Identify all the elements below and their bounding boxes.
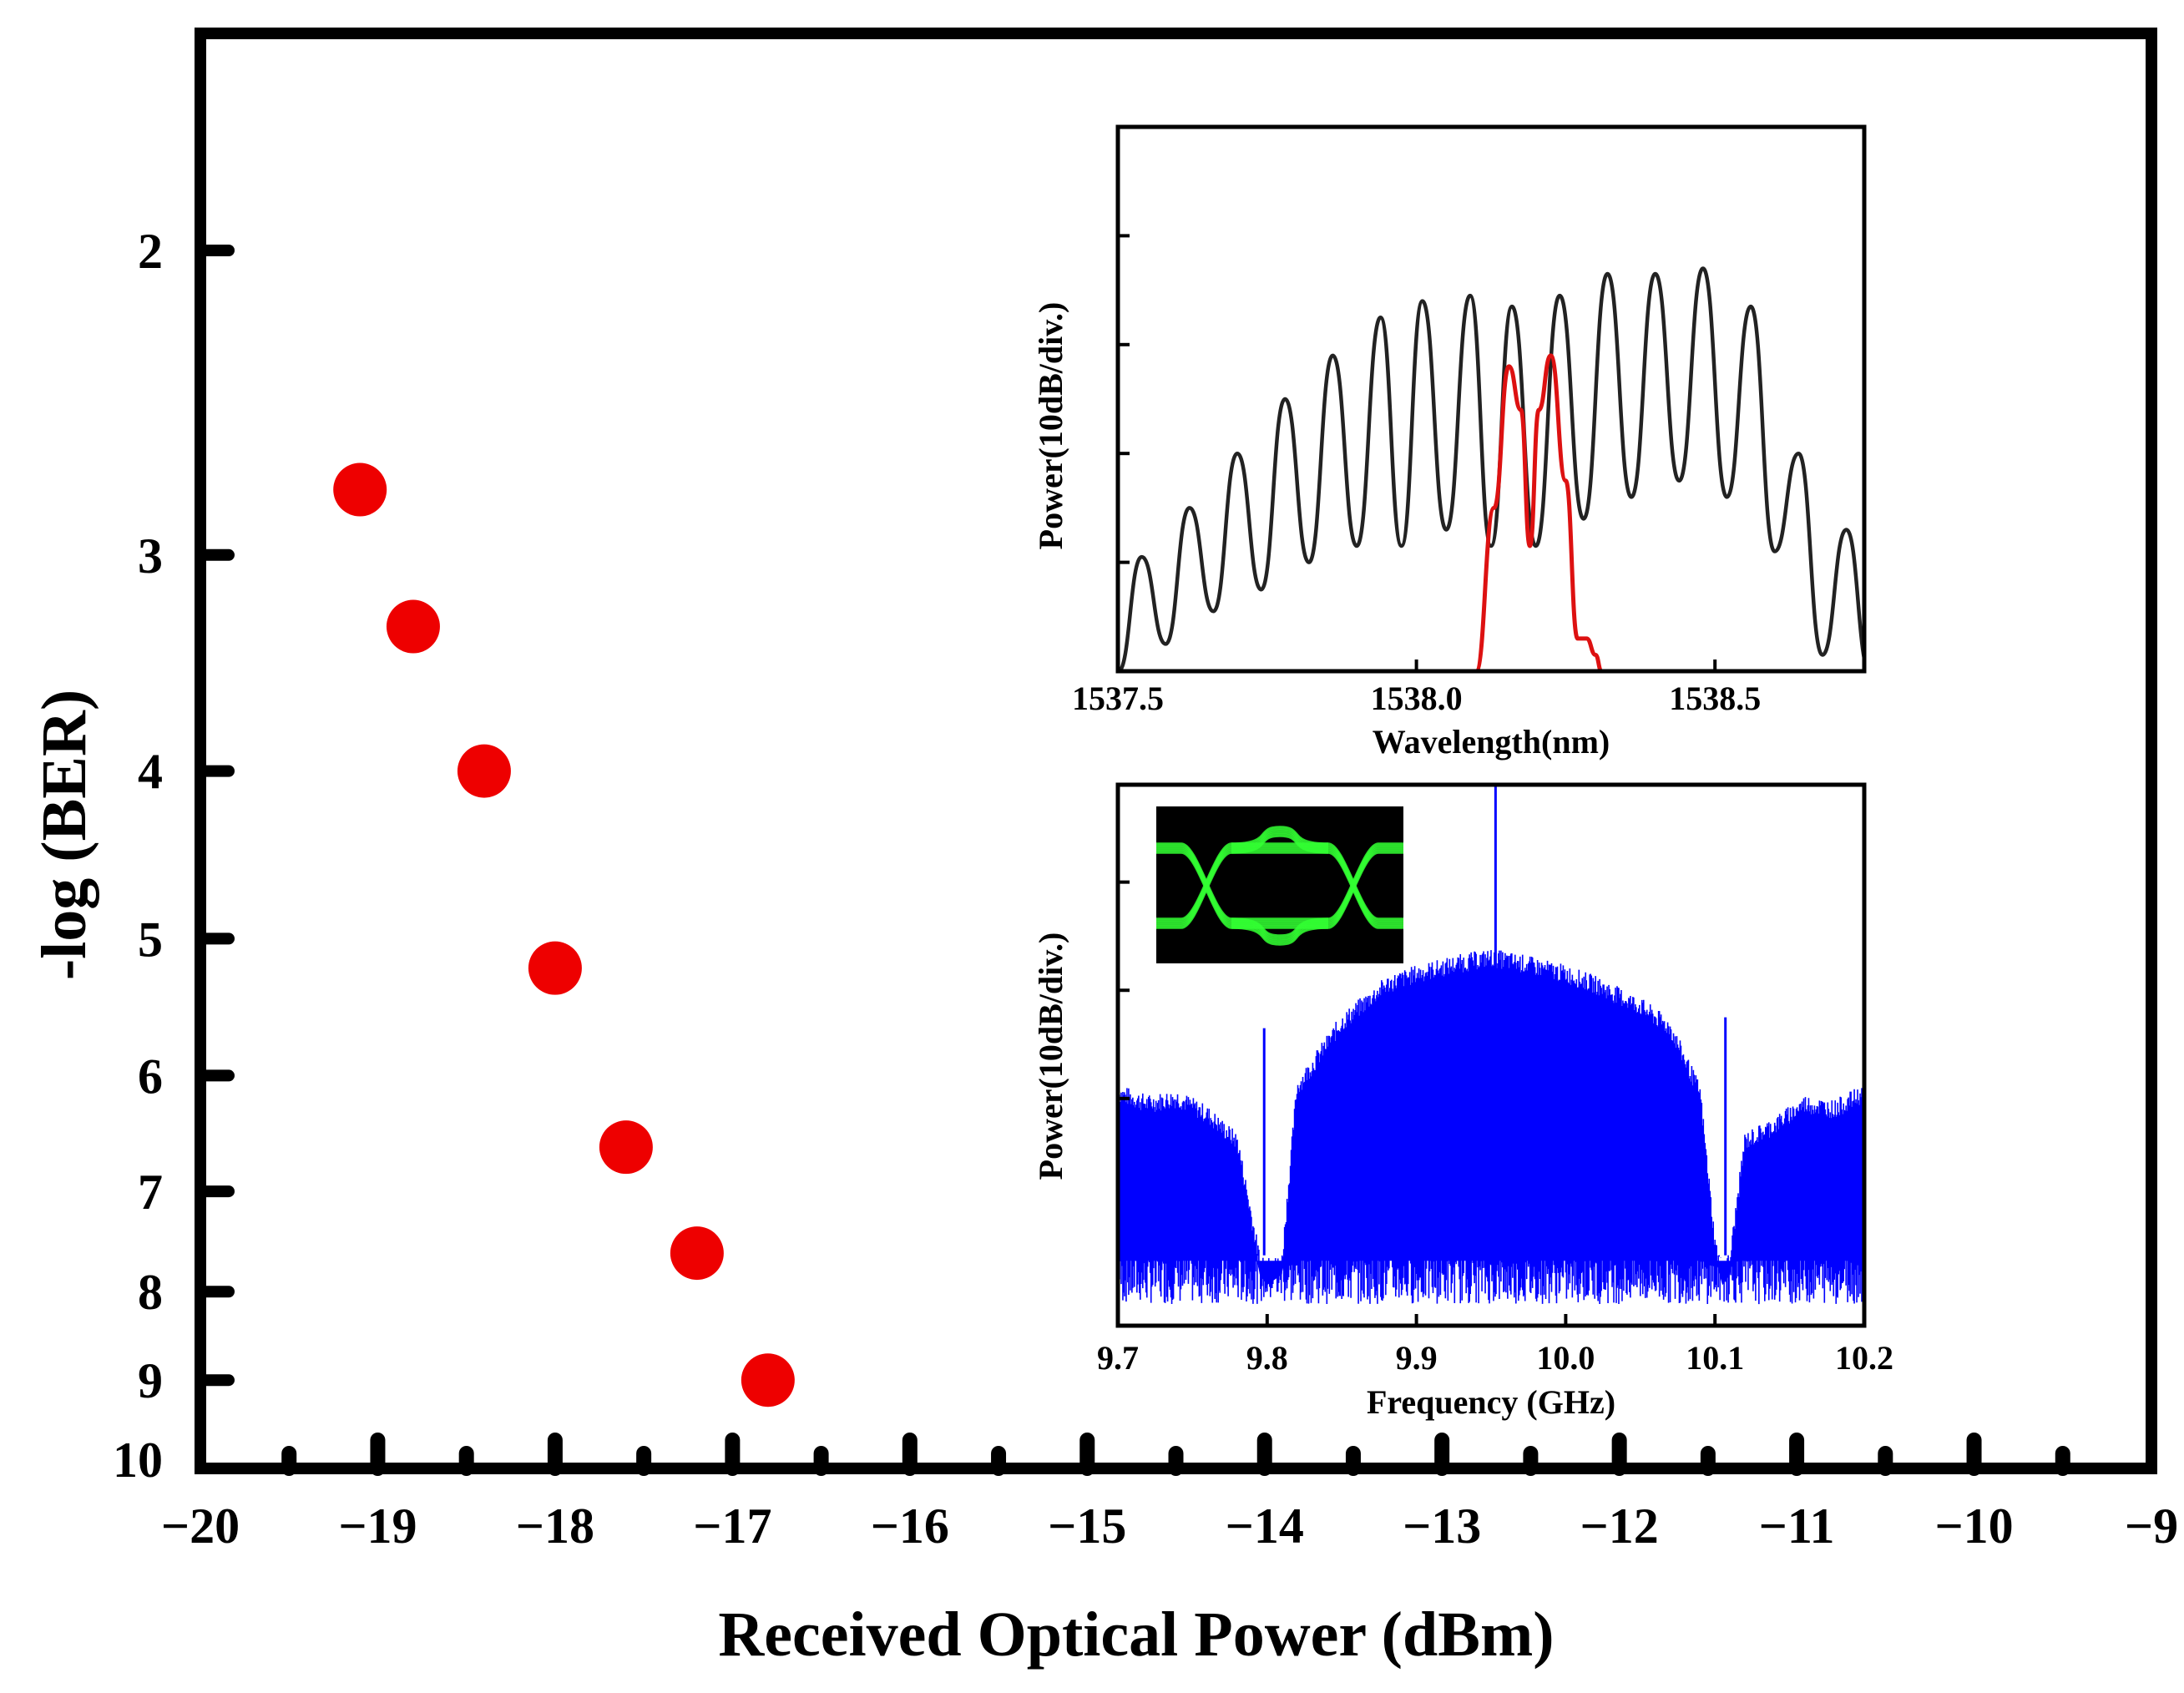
main-x-tick-label: −20 (161, 1498, 240, 1554)
main-x-ticks: −20 −19 −18 −17 −16 −15 −14 −13 −12 −11 −10 −9 (161, 1433, 2178, 1554)
rf-spectrum-body (1118, 971, 1864, 1286)
optical-x-tick-label: 1538.5 (1669, 680, 1761, 717)
ber-point (741, 1353, 795, 1407)
ber-point (386, 599, 440, 654)
rf-y-axis-label: Power(10dB/div.) (1032, 932, 1069, 1180)
main-x-tick-label: −10 (1934, 1498, 2013, 1554)
main-x-tick-label: −16 (871, 1498, 949, 1554)
eye-trace (1156, 852, 1403, 929)
eye-trace (1231, 831, 1329, 851)
rf-curves (1118, 785, 1864, 1305)
main-x-axis-label: Received Optical Power (dBm) (718, 1600, 1554, 1670)
optical-inset-background (1118, 127, 1864, 671)
optical-x-tick-label: 1538.0 (1371, 680, 1463, 717)
rf-x-ticks: 9.7 9.8 9.9 10.0 10.1 10.2 (1097, 1314, 1893, 1377)
eye-trace (1231, 829, 1329, 849)
eye-trace (1231, 835, 1329, 854)
main-y-tick-label: 3 (138, 528, 163, 584)
rf-inset-frame (1115, 782, 1867, 1328)
main-y-tick-label: 8 (138, 1265, 163, 1320)
main-y-tick-label: 7 (138, 1165, 163, 1220)
eye-trace (1231, 833, 1329, 852)
optical-filtered-line (1474, 353, 1603, 671)
main-y-axis-label: -log (BER) (29, 690, 99, 980)
optical-y-ticks (1118, 234, 1130, 564)
main-y-tick-label: 5 (138, 912, 163, 967)
main-x-tick-label: −9 (2125, 1498, 2178, 1554)
ber-point (670, 1226, 724, 1281)
rf-x-tick-label: 10.1 (1686, 1339, 1744, 1377)
ber-point (333, 462, 387, 517)
optical-curves (1118, 266, 1864, 671)
main-x-tick-label: −19 (338, 1498, 417, 1554)
eye-trace (1231, 826, 1329, 845)
main-y-tick-label: 10 (113, 1433, 163, 1488)
rf-x-tick-label: 9.9 (1396, 1339, 1438, 1377)
eye-diagram-traces (1156, 826, 1403, 946)
rf-spectrum-inset: 9.7 9.8 9.9 10.0 10.1 10.2 Frequency (GHz) Po… (1032, 782, 1893, 1421)
main-x-tick-label: −12 (1580, 1498, 1659, 1554)
ber-point (528, 941, 582, 995)
main-y-tick-label: 9 (138, 1353, 163, 1408)
main-y-tick-label: 6 (138, 1049, 163, 1104)
ber-point (599, 1120, 653, 1175)
main-y-ticks: 2 3 4 5 6 7 8 9 10 (113, 224, 235, 1488)
main-x-tick-label: −18 (516, 1498, 594, 1554)
rf-y-ticks (1118, 880, 1130, 1100)
ber-series (333, 462, 795, 1407)
optical-x-axis-label: Wavelength(nm) (1373, 723, 1610, 761)
rf-x-tick-label: 9.7 (1097, 1339, 1139, 1377)
eye-trace (1231, 827, 1329, 846)
main-x-tick-label: −15 (1048, 1498, 1126, 1554)
eye-diagram (1156, 806, 1403, 963)
optical-spectrum-inset: 1537.5 1538.0 1538.5 Wavelength(nm) Power(… (1032, 124, 1867, 761)
main-x-tick-label: −11 (1759, 1498, 1835, 1554)
rf-x-axis-label: Frequency (GHz) (1367, 1383, 1615, 1421)
eye-trace (1156, 852, 1403, 929)
optical-x-tick-label: 1537.5 (1072, 680, 1164, 717)
ber-point (457, 744, 511, 798)
main-x-tick-label: −17 (693, 1498, 771, 1554)
rf-x-tick-label: 9.8 (1246, 1339, 1288, 1377)
main-x-tick-label: −14 (1226, 1498, 1304, 1554)
eye-trace (1231, 927, 1329, 946)
main-y-tick-label: 4 (138, 745, 163, 800)
rf-x-tick-label: 10.0 (1536, 1339, 1595, 1377)
optical-inset-frame (1115, 124, 1867, 674)
rf-x-tick-label: 10.2 (1835, 1339, 1893, 1377)
optical-y-axis-label: Power(10dB/div.) (1032, 302, 1069, 550)
eye-trace (1231, 925, 1329, 944)
main-x-tick-label: −13 (1403, 1498, 1481, 1554)
main-y-tick-label: 2 (138, 224, 163, 279)
optical-x-ticks: 1537.5 1538.0 1538.5 (1072, 660, 1761, 717)
